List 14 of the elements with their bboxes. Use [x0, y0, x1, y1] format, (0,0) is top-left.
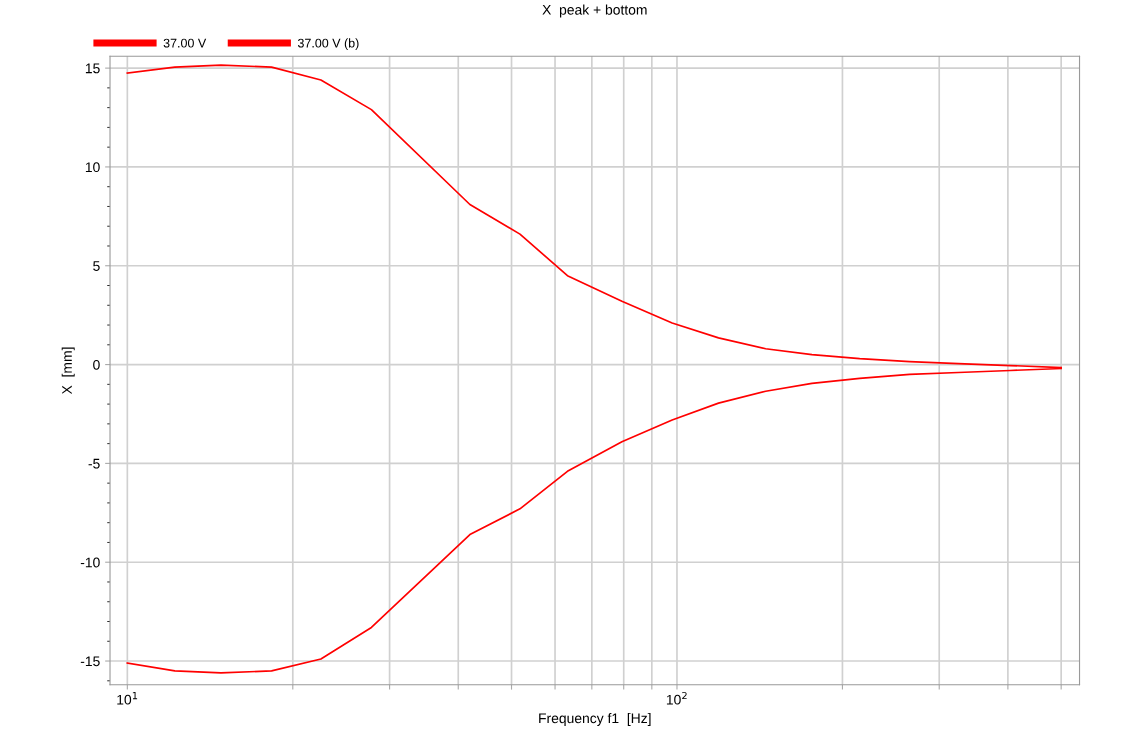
- y-tick-label: 15: [85, 63, 100, 74]
- y-tick-label: 5: [93, 261, 100, 271]
- legend-label: 37.00 V (b): [297, 38, 359, 50]
- x-axis-title: Frequency f1 [Hz]: [539, 712, 651, 726]
- y-axis-title: X [mm]: [61, 347, 75, 395]
- legend-label: 37.00 V: [163, 38, 207, 48]
- y-tick-label: -15: [80, 656, 100, 667]
- chart-title: X peak + bottom: [542, 4, 647, 18]
- y-tick-label: 10: [85, 162, 100, 173]
- x-tick-label: 10$^{2}$: [666, 691, 687, 705]
- y-tick-label: -10: [80, 557, 100, 568]
- x-tick-label: 10$^{1}$: [117, 692, 138, 705]
- y-tick-label: -5: [88, 458, 100, 469]
- y-tick-label: 0: [93, 359, 100, 370]
